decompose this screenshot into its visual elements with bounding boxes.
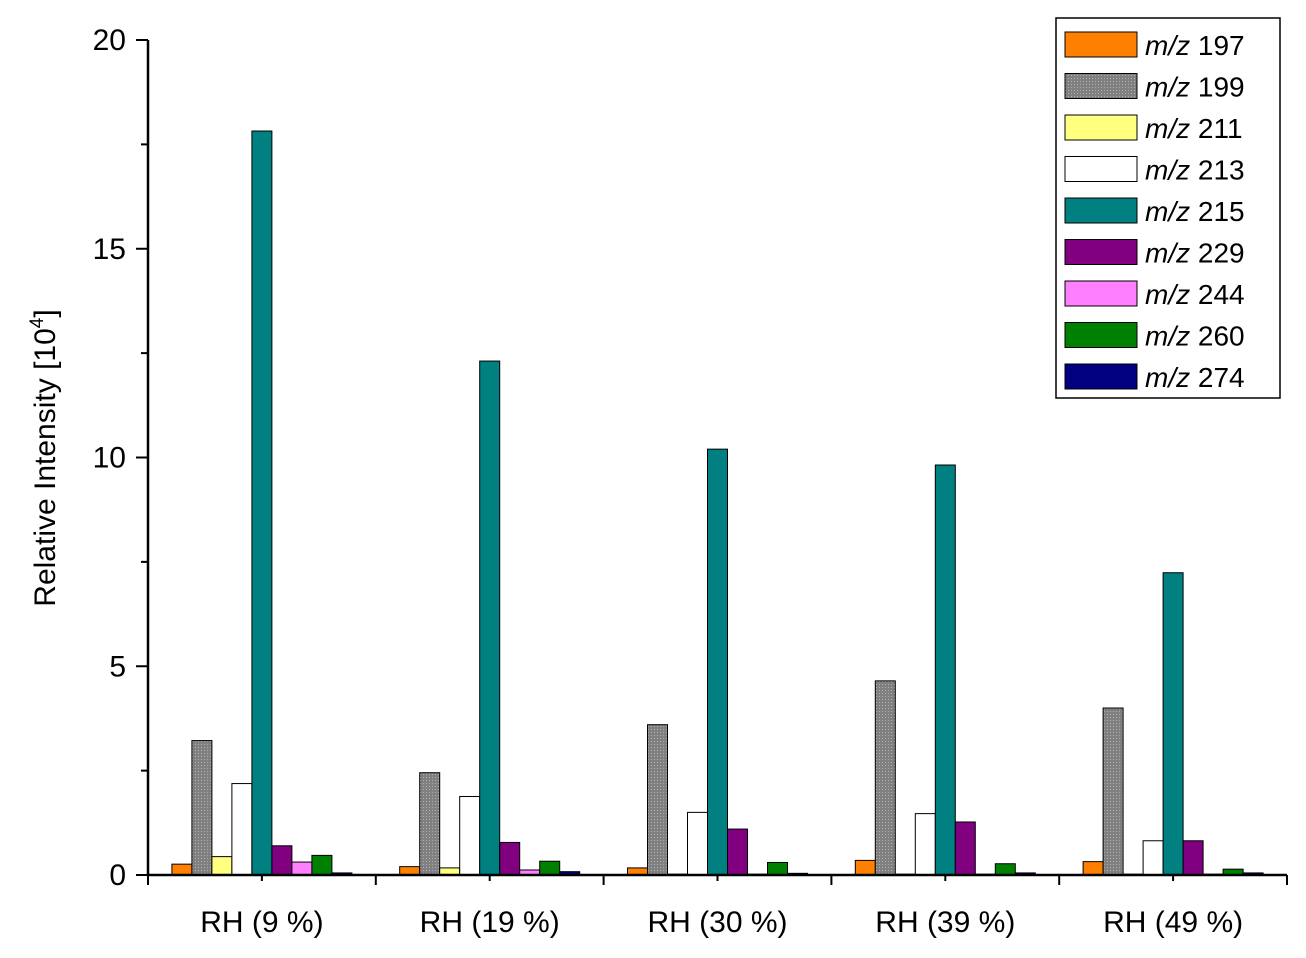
y-tick-label: 0	[109, 859, 126, 892]
bar-mz-215-4	[1162, 572, 1184, 876]
ticks-layer: 0 5 10 15 20 RH (9 %) RH (19 %) RH (30 %) RH (39…	[93, 24, 1288, 939]
legend-label-mz-197: m/z 197	[1145, 30, 1245, 61]
y-axis-title-superscript: 4	[27, 317, 48, 328]
legend-label-mz-213: m/z 213	[1145, 155, 1245, 186]
legend-swatch-mz-274	[1064, 363, 1138, 390]
y-tick-label: 20	[93, 24, 126, 57]
y-tick-label: 10	[93, 442, 126, 475]
y-tick-label: 15	[93, 233, 126, 266]
legend-swatch-mz-260	[1064, 322, 1138, 348]
legend-label-mz-229: m/z 229	[1145, 238, 1245, 269]
bar-mz-199-0	[191, 740, 213, 876]
x-tick-label: RH (49 %)	[1103, 906, 1243, 939]
legend-label-mz-274: m/z 274	[1145, 362, 1245, 393]
bar-mz-197-1	[399, 866, 421, 876]
y-tick-label: 5	[109, 650, 126, 683]
bar-mz-260-0	[311, 854, 333, 876]
bar-mz-213-3	[914, 813, 936, 876]
bar-mz-215-3	[934, 464, 956, 876]
bar-mz-229-3	[954, 821, 976, 876]
legend-swatch-mz-197	[1064, 31, 1138, 58]
bar-mz-213-2	[687, 811, 708, 876]
bar-mz-260-1	[539, 860, 561, 876]
legend-swatch-mz-211	[1064, 114, 1138, 141]
legend-swatch-mz-215	[1064, 197, 1138, 224]
bar-mz-199-2	[647, 724, 668, 876]
bar-mz-197-4	[1082, 861, 1104, 876]
legend-swatch-mz-213	[1064, 156, 1138, 182]
legend: m/z 197 m/z 199 m/z 211 m/z 213 m/z 215 m/z 2…	[1055, 17, 1281, 399]
legend-swatch-mz-199	[1064, 73, 1138, 99]
bar-mz-260-3	[994, 863, 1016, 876]
legend-label-mz-260: m/z 260	[1145, 321, 1245, 352]
bar-mz-260-2	[767, 861, 788, 876]
bar-mz-215-2	[707, 448, 728, 876]
y-axis-title: Relative Intensity [104]	[27, 309, 62, 606]
bar-mz-213-0	[231, 783, 253, 876]
legend-label-mz-199: m/z 199	[1145, 72, 1245, 103]
bar-mz-213-4	[1142, 840, 1164, 876]
legend-label-mz-215: m/z 215	[1145, 196, 1245, 227]
legend-label-mz-211: m/z 211	[1145, 113, 1243, 144]
bar-mz-229-2	[727, 828, 748, 876]
legend-label-mz-244: m/z 244	[1145, 279, 1245, 310]
x-tick-label: RH (39 %)	[875, 906, 1015, 939]
x-tick-label: RH (30 %)	[647, 906, 787, 939]
bar-mz-199-4	[1102, 707, 1124, 876]
bar-mz-197-0	[171, 863, 193, 876]
bar-mz-211-0	[211, 856, 233, 876]
bar-mz-244-0	[291, 861, 313, 876]
bar-mz-215-0	[251, 130, 273, 876]
bar-mz-215-1	[479, 360, 501, 876]
y-axis-title-suffix: ]	[29, 309, 62, 317]
bar-mz-197-3	[854, 859, 876, 876]
bar-mz-213-1	[459, 796, 481, 876]
bar-mz-229-0	[271, 845, 293, 876]
legend-swatch-mz-229	[1064, 239, 1138, 265]
bar-mz-199-3	[874, 680, 896, 876]
bar-mz-199-1	[419, 772, 441, 876]
legend-swatch-mz-244	[1064, 280, 1138, 307]
x-tick-label: RH (19 %)	[420, 906, 560, 939]
bar-mz-229-1	[499, 841, 521, 876]
bar-mz-229-4	[1182, 840, 1204, 876]
x-tick-label: RH (9 %)	[200, 906, 323, 939]
